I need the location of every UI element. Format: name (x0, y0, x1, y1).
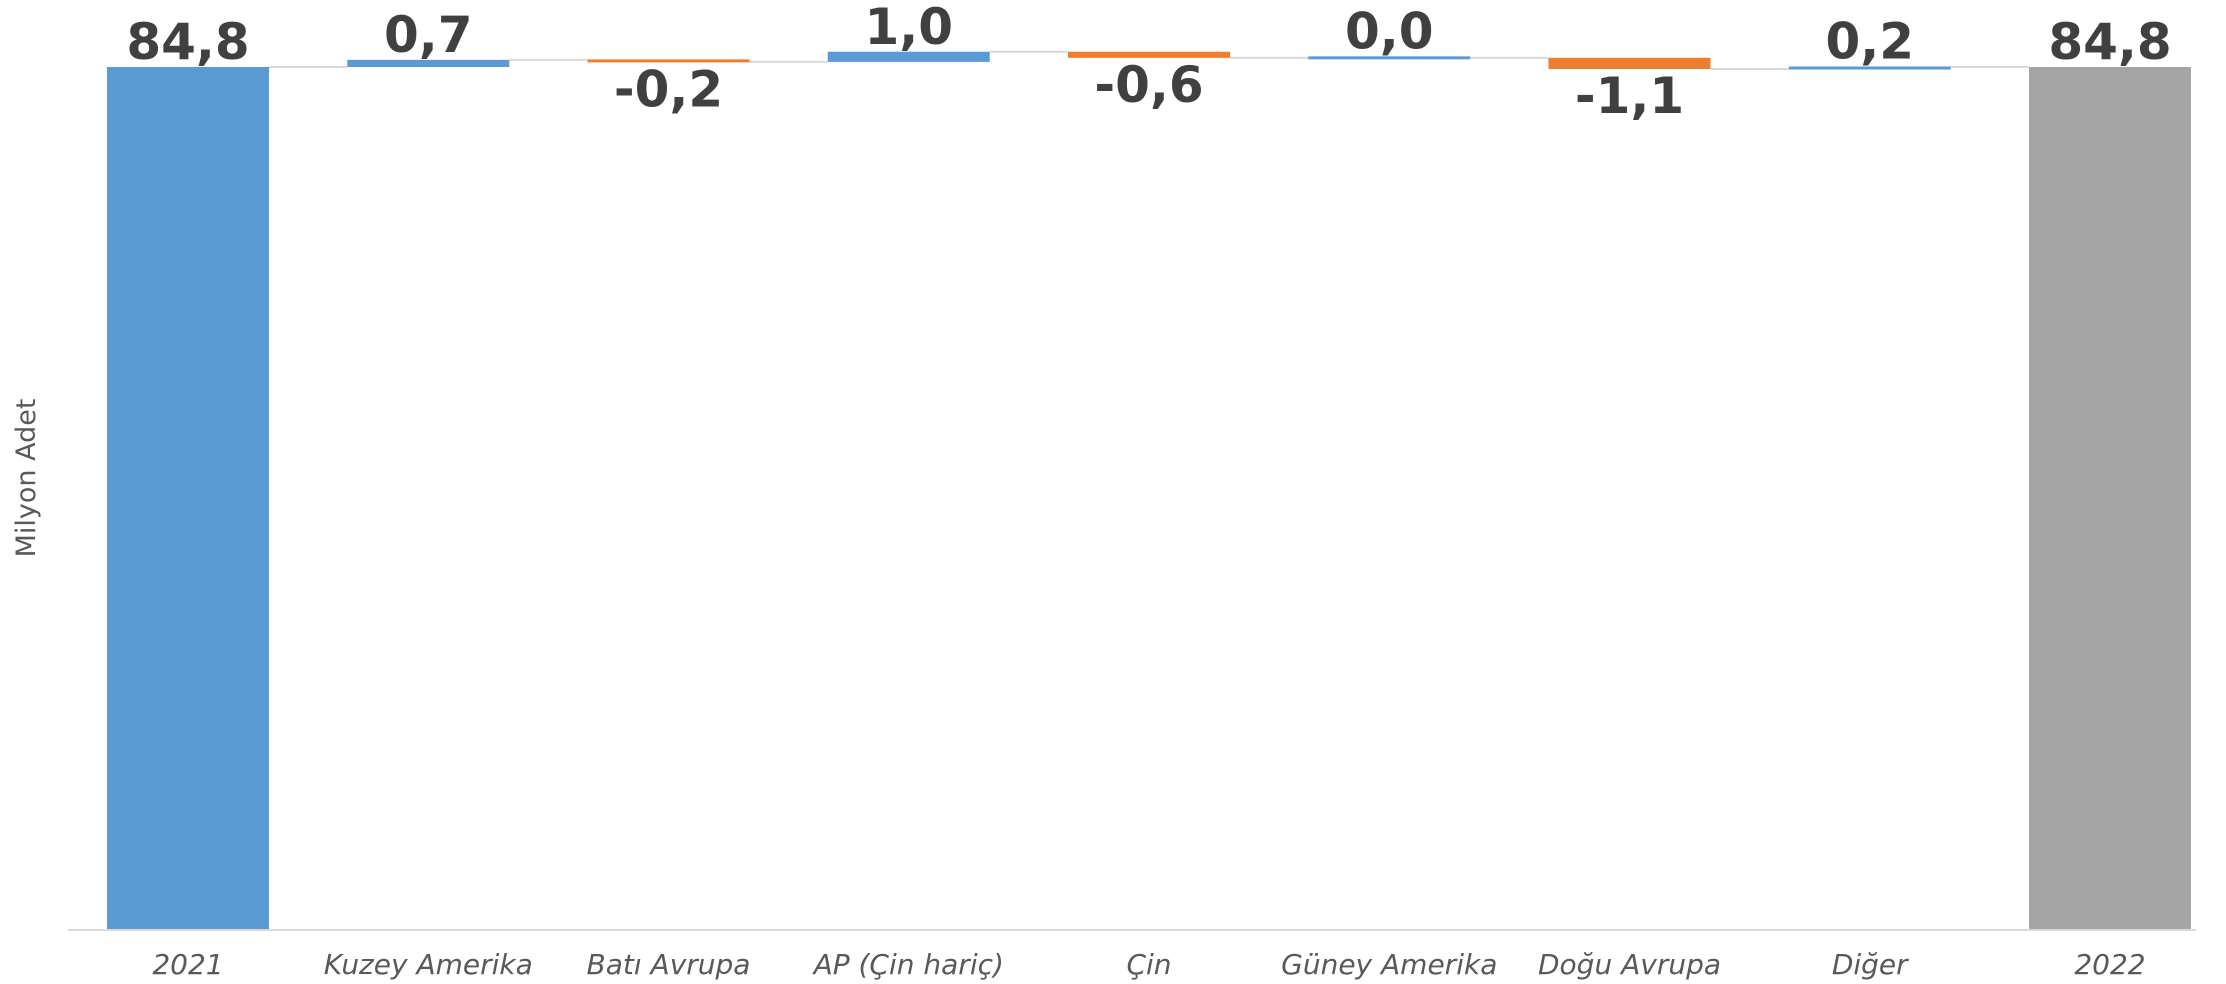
value-label-3: 1,0 (864, 0, 953, 56)
bar-4 (1068, 51, 1230, 58)
value-label-1: 0,7 (384, 6, 473, 64)
category-label-2: Batı Avrupa (587, 948, 751, 981)
value-label-0: 84,8 (126, 13, 249, 71)
value-label-8: 84,8 (2048, 13, 2171, 71)
category-label-8: 2022 (2074, 948, 2145, 981)
bar-3 (827, 51, 990, 62)
bar-8 (2029, 67, 2191, 930)
bar-5 (1308, 56, 1471, 60)
category-label-5: Güney Amerika (1281, 948, 1497, 981)
category-label-7: Diğer (1832, 948, 1909, 981)
category-label-6: Doğu Avrupa (1538, 948, 1721, 981)
category-label-0: 2021 (152, 948, 223, 981)
category-labels: 2021 Kuzey Amerika Batı Avrupa AP (Çin hari… (152, 948, 2145, 981)
bar-6 (1548, 57, 1711, 70)
y-axis-title: Milyon Adet (11, 399, 42, 558)
value-labels: 84,8 0,7 -0,2 1,0 -0,6 0,0 -1,1 0,2 84,8 (126, 0, 2171, 125)
value-label-2: -0,2 (614, 60, 723, 118)
bar-7 (1788, 66, 1951, 70)
category-label-1: Kuzey Amerika (324, 948, 533, 981)
connector-lines (269, 50, 2029, 71)
category-label-3: AP (Çin hariç) (812, 948, 1004, 981)
category-label-4: Çin (1126, 948, 1171, 981)
bars (107, 51, 2191, 930)
bar-1 (347, 59, 510, 67)
value-label-6: -1,1 (1575, 67, 1684, 125)
value-label-7: 0,2 (1825, 13, 1914, 71)
value-label-5: 0,0 (1345, 2, 1434, 60)
value-label-4: -0,6 (1094, 56, 1203, 114)
bar-0 (107, 67, 269, 930)
bar-2 (587, 59, 750, 63)
